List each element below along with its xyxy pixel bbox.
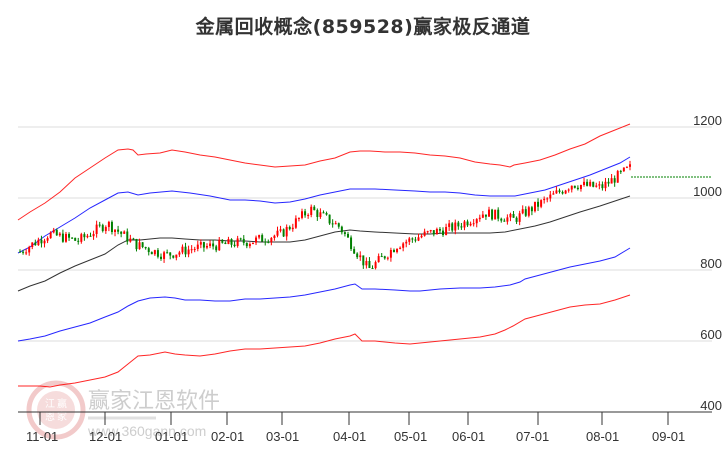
middle-line	[17, 195, 631, 292]
x-tick-label: 07-01	[516, 429, 549, 444]
lower-outer-band	[18, 294, 631, 388]
x-tick-label: 06-01	[452, 429, 485, 444]
x-tick-label: 08-01	[586, 429, 619, 444]
lower-inner-band	[17, 247, 631, 342]
y-tick-label: 1200	[693, 113, 722, 128]
y-tick-label: 600	[700, 327, 722, 342]
x-tick-label: 12-01	[89, 429, 122, 444]
seal-char: 家	[57, 410, 67, 423]
y-tick-label: 400	[700, 398, 722, 413]
upper-outer-band	[17, 123, 631, 221]
y-tick-label: 1000	[693, 184, 722, 199]
seal-char: 江	[45, 398, 55, 410]
y-tick-label: 800	[700, 256, 722, 271]
x-tick-label: 01-01	[155, 429, 188, 444]
seal-char: 赢	[57, 397, 67, 410]
chart-title: 金属回收概念(859528)赢家极反通道	[195, 16, 531, 38]
x-tick-label: 05-01	[394, 429, 427, 444]
x-axis-ticks	[39, 412, 669, 425]
upper-inner-band	[17, 156, 631, 254]
x-tick-label: 04-01	[333, 429, 366, 444]
watermark-brand: 赢家江恩软件	[88, 389, 220, 414]
x-tick-label: 03-01	[266, 429, 299, 444]
x-tick-label: 09-01	[652, 429, 685, 444]
watermark-url: www.360gann.com	[87, 423, 206, 439]
x-tick-label: 02-01	[211, 429, 244, 444]
x-tick-label: 11-01	[26, 429, 58, 444]
gridlines	[18, 126, 712, 342]
watermark: 江 赢 恩 家	[26, 380, 86, 440]
seal-char: 恩	[45, 411, 55, 423]
candlesticks	[19, 160, 631, 270]
